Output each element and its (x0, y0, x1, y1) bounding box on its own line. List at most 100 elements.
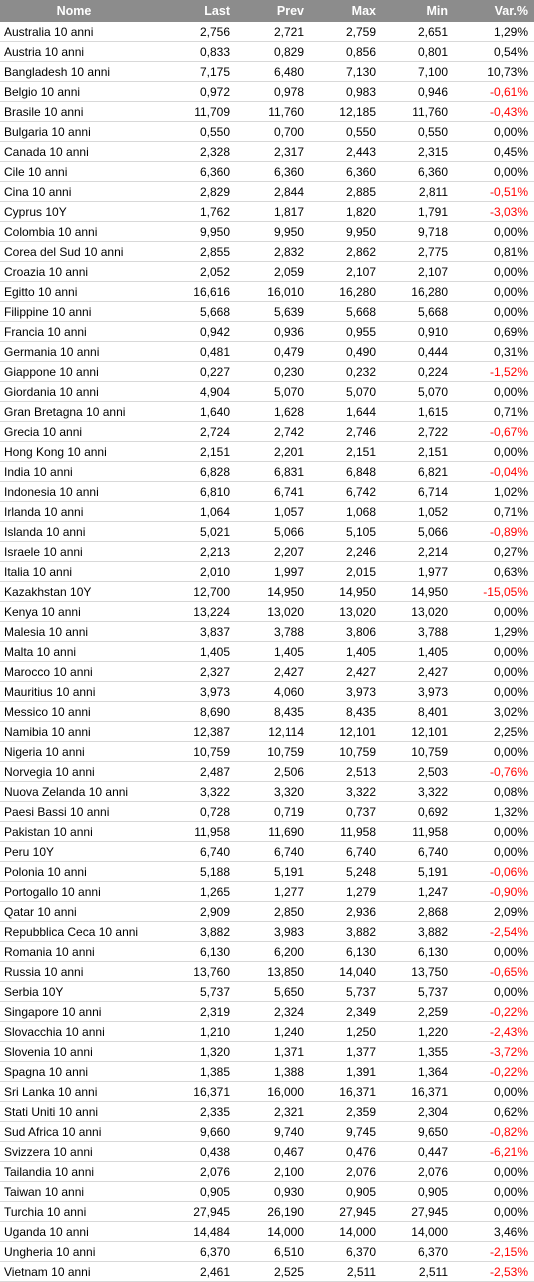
table-row[interactable]: Svizzera 10 anni 0,438 0,467 0,476 0,447 -6,2… (0, 1141, 534, 1162)
table-row[interactable]: Austria 10 anni 0,833 0,829 0,856 0,801 0,54% (0, 41, 534, 62)
table-row[interactable]: Giordania 10 anni 4,904 5,070 5,070 5,070 0,0… (0, 381, 534, 402)
table-row[interactable]: Belgio 10 anni 0,972 0,978 0,983 0,946 -0,61% (0, 81, 534, 102)
table-row[interactable]: Russia 10 anni 13,760 13,850 14,040 13,750 -0… (0, 961, 534, 982)
table-row[interactable]: Kazakhstan 10Y 12,700 14,950 14,950 14,950 -1… (0, 581, 534, 602)
table-row[interactable]: Taiwan 10 anni 0,905 0,930 0,905 0,905 0,00% (0, 1181, 534, 1202)
cell-var-pct: -2,43% (452, 1021, 534, 1042)
table-row[interactable]: Cyprus 10Y 1,762 1,817 1,820 1,791 -3,03% (0, 201, 534, 222)
table-row[interactable]: Uganda 10 anni 14,484 14,000 14,000 14,000 3,… (0, 1221, 534, 1242)
table-row[interactable]: Grecia 10 anni 2,724 2,742 2,746 2,722 -0,67% (0, 421, 534, 442)
cell-name: Belgio 10 anni (0, 81, 148, 102)
cell-prev: 2,100 (234, 1161, 308, 1182)
table-row[interactable]: Sri Lanka 10 anni 16,371 16,000 16,371 16,37… (0, 1081, 534, 1102)
column-header-min[interactable]: Min (380, 0, 452, 22)
table-row[interactable]: Peru 10Y 6,740 6,740 6,740 6,740 0,00% (0, 841, 534, 862)
table-row[interactable]: Messico 10 anni 8,690 8,435 8,435 8,401 3,02% (0, 701, 534, 722)
table-row[interactable]: Portogallo 10 anni 1,265 1,277 1,279 1,247 -0… (0, 881, 534, 902)
table-row[interactable]: Slovenia 10 anni 1,320 1,371 1,377 1,355 -3,7… (0, 1041, 534, 1062)
table-row[interactable]: Hong Kong 10 anni 2,151 2,201 2,151 2,151 0,0… (0, 441, 534, 462)
cell-var-pct: 0,00% (452, 681, 534, 702)
cell-max: 5,737 (308, 981, 380, 1002)
table-row[interactable]: Nuova Zelanda 10 anni 3,322 3,320 3,322 3,32… (0, 781, 534, 802)
cell-last: 3,322 (148, 781, 234, 802)
table-row[interactable]: Pakistan 10 anni 11,958 11,690 11,958 11,958… (0, 821, 534, 842)
table-row[interactable]: Paesi Bassi 10 anni 0,728 0,719 0,737 0,692 1… (0, 801, 534, 822)
table-row[interactable]: Bangladesh 10 anni 7,175 6,480 7,130 7,100 10… (0, 61, 534, 82)
table-row[interactable]: Corea del Sud 10 anni 2,855 2,832 2,862 2,77… (0, 241, 534, 262)
table-row[interactable]: Qatar 10 anni 2,909 2,850 2,936 2,868 2,09% (0, 901, 534, 922)
table-row[interactable]: Malesia 10 anni 3,837 3,788 3,806 3,788 1,29% (0, 621, 534, 642)
cell-max: 2,349 (308, 1001, 380, 1022)
table-row[interactable]: Cina 10 anni 2,829 2,844 2,885 2,811 -0,51% (0, 181, 534, 202)
column-header-max[interactable]: Max (308, 0, 380, 22)
table-row[interactable]: Slovacchia 10 anni 1,210 1,240 1,250 1,220 -2… (0, 1021, 534, 1042)
table-row[interactable]: Ungheria 10 anni 6,370 6,510 6,370 6,370 -2,1… (0, 1241, 534, 1262)
table-row[interactable]: Canada 10 anni 2,328 2,317 2,443 2,315 0,45% (0, 141, 534, 162)
cell-max: 3,882 (308, 921, 380, 942)
table-row[interactable]: Francia 10 anni 0,942 0,936 0,955 0,910 0,69% (0, 321, 534, 342)
table-row[interactable]: Gran Bretagna 10 anni 1,640 1,628 1,644 1,61… (0, 401, 534, 422)
table-row[interactable]: Marocco 10 anni 2,327 2,427 2,427 2,427 0,00% (0, 661, 534, 682)
table-row[interactable]: Malta 10 anni 1,405 1,405 1,405 1,405 0,00% (0, 641, 534, 662)
table-row[interactable]: Kenya 10 anni 13,224 13,020 13,020 13,020 0,0… (0, 601, 534, 622)
cell-last: 6,828 (148, 461, 234, 482)
table-row[interactable]: Tailandia 10 anni 2,076 2,100 2,076 2,076 0,0… (0, 1161, 534, 1182)
table-row[interactable]: Filippine 10 anni 5,668 5,639 5,668 5,668 0,0… (0, 301, 534, 322)
table-row[interactable]: Serbia 10Y 5,737 5,650 5,737 5,737 0,00% (0, 981, 534, 1002)
table-row[interactable]: Namibia 10 anni 12,387 12,114 12,101 12,101 2… (0, 721, 534, 742)
cell-last: 1,640 (148, 401, 234, 422)
cell-var-pct: 10,73% (452, 61, 534, 82)
table-row[interactable]: Spagna 10 anni 1,385 1,388 1,391 1,364 -0,22% (0, 1061, 534, 1082)
table-row[interactable]: Repubblica Ceca 10 anni 3,882 3,983 3,882 3,… (0, 921, 534, 942)
table-row[interactable]: Australia 10 anni 2,756 2,721 2,759 2,651 1,2… (0, 22, 534, 42)
table-row[interactable]: Islanda 10 anni 5,021 5,066 5,105 5,066 -0,89… (0, 521, 534, 542)
table-row[interactable]: Brasile 10 anni 11,709 11,760 12,185 11,760-… (0, 101, 534, 122)
table-row[interactable]: Turchia 10 anni 27,945 26,190 27,945 27,945 0… (0, 1201, 534, 1222)
cell-last: 0,728 (148, 801, 234, 822)
table-row[interactable]: Croazia 10 anni 2,052 2,059 2,107 2,107 0,00% (0, 261, 534, 282)
table-row[interactable]: Indonesia 10 anni 6,810 6,741 6,742 6,714 1,0… (0, 481, 534, 502)
table-row[interactable]: Singapore 10 anni 2,319 2,324 2,349 2,259 -0,… (0, 1001, 534, 1022)
column-header-prev[interactable]: Prev (234, 0, 308, 22)
cell-prev: 0,930 (234, 1181, 308, 1202)
table-row[interactable]: Vietnam 10 anni 2,461 2,525 2,511 2,511 -2,53… (0, 1261, 534, 1282)
cell-last: 13,760 (148, 961, 234, 982)
table-row[interactable]: Nigeria 10 anni 10,759 10,759 10,759 10,759 0… (0, 741, 534, 762)
table-row[interactable]: Polonia 10 anni 5,188 5,191 5,248 5,191 -0,06… (0, 861, 534, 882)
table-row[interactable]: Romania 10 anni 6,130 6,200 6,130 6,130 0,00% (0, 941, 534, 962)
cell-prev: 0,936 (234, 321, 308, 342)
cell-prev: 2,059 (234, 261, 308, 282)
table-row[interactable]: Mauritius 10 anni 3,973 4,060 3,973 3,973 0,0… (0, 681, 534, 702)
cell-prev: 6,510 (234, 1241, 308, 1262)
cell-prev: 6,741 (234, 481, 308, 502)
cell-max: 5,070 (308, 381, 380, 402)
column-header-name[interactable]: Nome (0, 0, 148, 22)
cell-var-pct: -3,72% (452, 1041, 534, 1062)
cell-var-pct: 0,31% (452, 341, 534, 362)
cell-prev: 4,060 (234, 681, 308, 702)
cell-max: 0,737 (308, 801, 380, 822)
table-row[interactable]: Norvegia 10 anni 2,487 2,506 2,513 2,503 -0,7… (0, 761, 534, 782)
column-header-last[interactable]: Last (148, 0, 234, 22)
table-row[interactable]: Germania 10 anni 0,481 0,479 0,490 0,444 0,31… (0, 341, 534, 362)
table-row[interactable]: Colombia 10 anni 9,950 9,950 9,950 9,718 0,00… (0, 221, 534, 242)
table-row[interactable]: Bulgaria 10 anni 0,550 0,700 0,550 0,550 0,00… (0, 121, 534, 142)
column-header-var-pct[interactable]: Var.% (452, 0, 534, 22)
cell-var-pct: -0,90% (452, 881, 534, 902)
cell-min: 0,801 (380, 41, 452, 62)
table-row[interactable]: Irlanda 10 anni 1,064 1,057 1,068 1,052 0,71% (0, 501, 534, 522)
table-row[interactable]: Italia 10 anni 2,010 1,997 2,015 1,977 0,63% (0, 561, 534, 582)
table-row[interactable]: Israele 10 anni 2,213 2,207 2,246 2,214 0,27% (0, 541, 534, 562)
table-row[interactable]: Stati Uniti 10 anni 2,335 2,321 2,359 2,304 0… (0, 1101, 534, 1122)
cell-name: Gran Bretagna 10 anni (0, 401, 148, 422)
table-row[interactable]: Giappone 10 anni 0,227 0,230 0,232 0,224 -1,5… (0, 361, 534, 382)
cell-min: 2,304 (380, 1101, 452, 1122)
table-row[interactable]: Egitto 10 anni 16,616 16,010 16,280 16,280 0,… (0, 281, 534, 302)
table-row[interactable]: Sud Africa 10 anni 9,660 9,740 9,745 9,650 -0… (0, 1121, 534, 1142)
table-row[interactable]: India 10 anni 6,828 6,831 6,848 6,821 -0,04% (0, 461, 534, 482)
cell-var-pct: 0,00% (452, 121, 534, 142)
cell-prev: 1,371 (234, 1041, 308, 1062)
table-row[interactable]: Cile 10 anni 6,360 6,360 6,360 6,360 0,00% (0, 161, 534, 182)
cell-min: 5,066 (380, 521, 452, 542)
cell-last: 0,905 (148, 1181, 234, 1202)
